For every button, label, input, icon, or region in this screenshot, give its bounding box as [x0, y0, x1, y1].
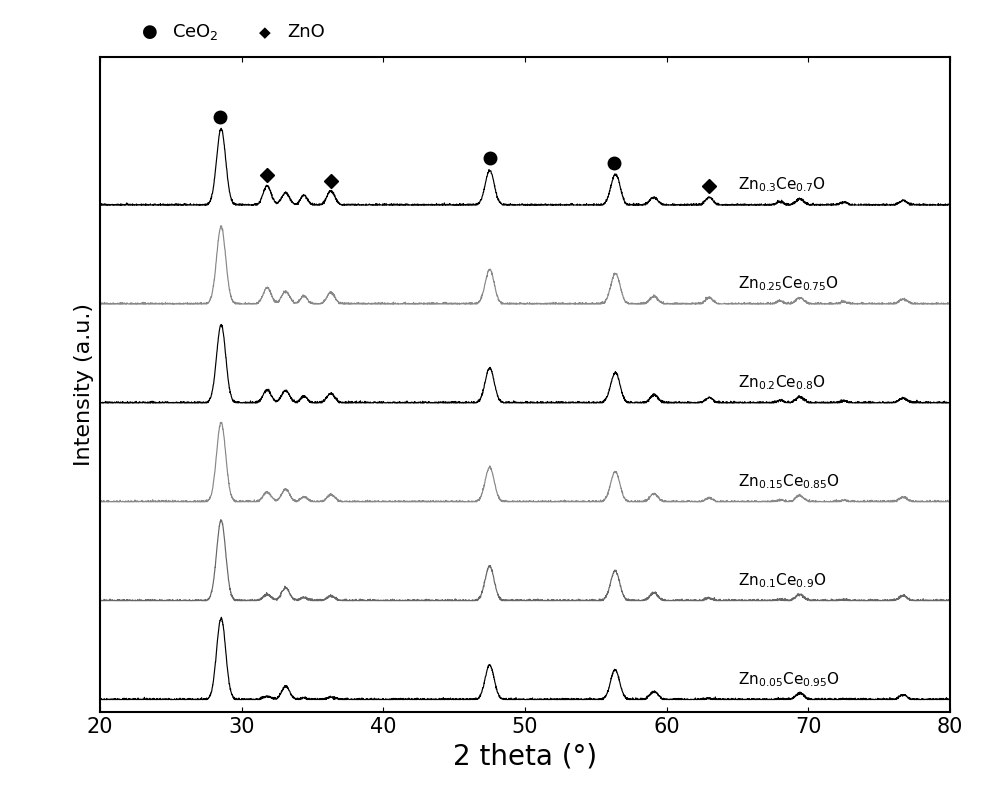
Text: ZnO: ZnO: [287, 23, 325, 41]
Text: Zn$_{0.05}$Ce$_{0.95}$O: Zn$_{0.05}$Ce$_{0.95}$O: [738, 670, 840, 688]
Text: Zn$_{0.15}$Ce$_{0.85}$O: Zn$_{0.15}$Ce$_{0.85}$O: [738, 472, 839, 491]
X-axis label: 2 theta (°): 2 theta (°): [453, 743, 597, 770]
Text: ◆: ◆: [259, 25, 271, 40]
Text: Zn$_{0.2}$Ce$_{0.8}$O: Zn$_{0.2}$Ce$_{0.8}$O: [738, 374, 825, 392]
Text: Zn$_{0.1}$Ce$_{0.9}$O: Zn$_{0.1}$Ce$_{0.9}$O: [738, 571, 826, 590]
Y-axis label: Intensity (a.u.): Intensity (a.u.): [74, 303, 94, 466]
Text: ●: ●: [142, 23, 158, 41]
Text: Zn$_{0.25}$Ce$_{0.75}$O: Zn$_{0.25}$Ce$_{0.75}$O: [738, 274, 838, 293]
Text: Zn$_{0.3}$Ce$_{0.7}$O: Zn$_{0.3}$Ce$_{0.7}$O: [738, 176, 825, 194]
Text: CeO$_2$: CeO$_2$: [172, 23, 219, 42]
